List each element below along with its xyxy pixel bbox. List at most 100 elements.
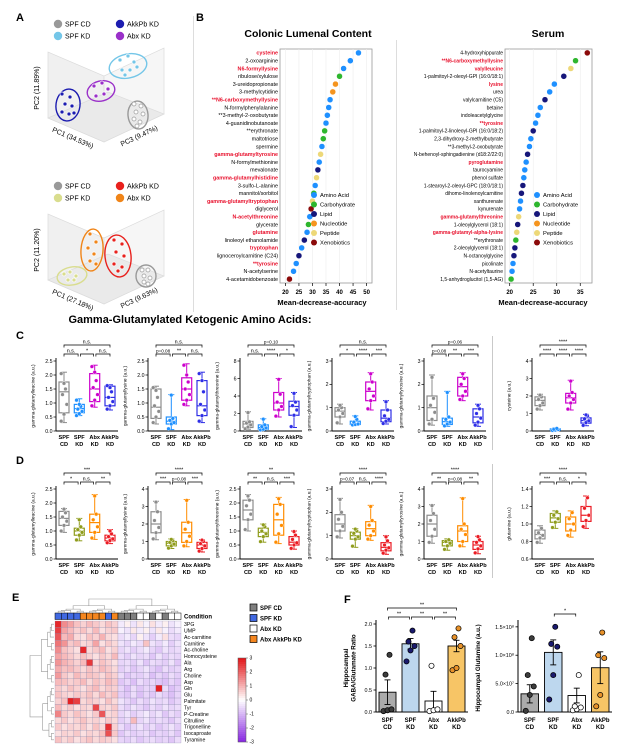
group-label: CD bbox=[244, 442, 252, 448]
sig-bracket bbox=[95, 481, 111, 485]
dot bbox=[332, 80, 339, 88]
data-point bbox=[64, 402, 69, 407]
group-label: Abx bbox=[571, 718, 583, 724]
heatmap-cell bbox=[98, 672, 106, 679]
condition-cell bbox=[168, 612, 175, 620]
sig-label: *** bbox=[84, 468, 91, 474]
tick-label: 35 bbox=[323, 290, 330, 296]
data-point bbox=[475, 546, 481, 551]
row-dendrogram bbox=[51, 720, 54, 728]
heatmap-cell bbox=[54, 723, 62, 731]
cluster-ellipse bbox=[56, 266, 88, 286]
data-point bbox=[524, 672, 531, 679]
heatmap-cell bbox=[130, 640, 138, 647]
heatmap-cell bbox=[98, 633, 106, 641]
heatmap-cell bbox=[86, 717, 93, 724]
pca-plot-serum: SPF CD AkkPb KD SPF KD Abx KD PC2 (11.20%) PC… bbox=[6, 176, 190, 336]
data-point bbox=[459, 527, 464, 532]
sig-bracket bbox=[155, 344, 203, 348]
sig-bracket bbox=[553, 613, 577, 617]
group-label: KD bbox=[167, 570, 175, 576]
data-point bbox=[353, 537, 358, 542]
data-point bbox=[184, 372, 189, 378]
group-label: SPF bbox=[427, 563, 438, 569]
heatmap-cell bbox=[168, 691, 175, 699]
metabolite-label: maltotriose bbox=[252, 137, 278, 143]
heatmap-cell bbox=[161, 736, 169, 744]
metabolite-label: 1,5-anhydroglucitol (1,5-AG) bbox=[440, 277, 503, 283]
heatmap-cell bbox=[67, 697, 75, 705]
data-point bbox=[445, 390, 450, 395]
group-label: AkkPb bbox=[591, 718, 610, 724]
sig-bracket bbox=[155, 472, 203, 476]
data-point bbox=[382, 542, 387, 548]
data-point bbox=[245, 517, 251, 522]
data-point bbox=[151, 385, 156, 390]
tick-label: 0.0 bbox=[45, 557, 52, 563]
data-point bbox=[169, 393, 174, 398]
heatmap-cell bbox=[136, 652, 144, 660]
data-point bbox=[278, 392, 283, 397]
data-point bbox=[259, 528, 264, 534]
data-point bbox=[155, 395, 160, 400]
data-point bbox=[291, 391, 297, 396]
sig-label: ** bbox=[397, 612, 402, 618]
group-label: AkkPb bbox=[285, 563, 303, 569]
tick-label: 2 bbox=[142, 522, 145, 528]
column-dendrogram bbox=[120, 610, 128, 613]
column-dendrogram bbox=[72, 605, 105, 610]
row-dendrogram bbox=[51, 688, 54, 696]
data-point bbox=[526, 692, 533, 698]
metabolite-label: xanthurenate bbox=[474, 199, 503, 205]
data-point bbox=[276, 531, 281, 536]
group-label: SPF bbox=[335, 435, 346, 441]
row-label: Ala bbox=[184, 661, 192, 667]
data-point bbox=[368, 533, 373, 538]
column-dendrogram bbox=[57, 610, 65, 613]
group-label: AkkPb bbox=[447, 718, 466, 724]
data-point bbox=[368, 504, 373, 509]
data-point bbox=[570, 390, 575, 395]
heatmap-cell bbox=[61, 697, 68, 705]
heatmap-cell bbox=[130, 710, 138, 718]
metabolite-label: N-behenoyl-sphingadienine (d18:2/22:0) bbox=[414, 152, 504, 158]
legend-label: Carbohydrate bbox=[543, 203, 578, 209]
sig-bracket bbox=[356, 353, 370, 357]
sig-bracket bbox=[431, 344, 479, 348]
heatmap-cell bbox=[174, 646, 182, 654]
data-point bbox=[59, 419, 64, 424]
colorbar-segment bbox=[238, 668, 246, 671]
heatmap-cell bbox=[73, 646, 81, 654]
heatmap-cell bbox=[117, 633, 125, 641]
tick-label: 0 bbox=[326, 557, 329, 563]
data-point bbox=[385, 407, 390, 413]
data-point bbox=[428, 662, 435, 669]
sig-bracket bbox=[431, 472, 479, 476]
heatmap-cell bbox=[124, 672, 131, 679]
data-point bbox=[550, 525, 555, 530]
heatmap-cell bbox=[54, 652, 62, 660]
heatmap-cell bbox=[117, 640, 125, 647]
heatmap-cell bbox=[161, 723, 169, 731]
legend-dot bbox=[534, 201, 540, 208]
heatmap-cell bbox=[98, 730, 106, 737]
data-point bbox=[368, 398, 373, 403]
data-point bbox=[59, 528, 64, 534]
data-point bbox=[276, 407, 281, 413]
row-dendrogram bbox=[51, 643, 54, 651]
tick-label: 4 bbox=[418, 487, 421, 493]
data-point bbox=[447, 541, 453, 546]
data-point bbox=[337, 403, 343, 408]
data-point bbox=[367, 523, 372, 528]
heatmap-cell bbox=[98, 627, 106, 634]
heatmap-cell bbox=[54, 633, 62, 641]
heatmap-cell bbox=[61, 704, 68, 712]
group-label: Abx bbox=[457, 563, 468, 569]
sig-label: p=0.08 bbox=[448, 477, 463, 482]
data-point bbox=[536, 397, 541, 402]
heatmap-cell bbox=[168, 627, 175, 634]
data-point bbox=[184, 539, 189, 544]
y-axis-label: gamma-glutamyltyrosine (a.u.) bbox=[399, 363, 405, 428]
heatmap-cell bbox=[73, 633, 81, 641]
data-point bbox=[293, 533, 298, 538]
